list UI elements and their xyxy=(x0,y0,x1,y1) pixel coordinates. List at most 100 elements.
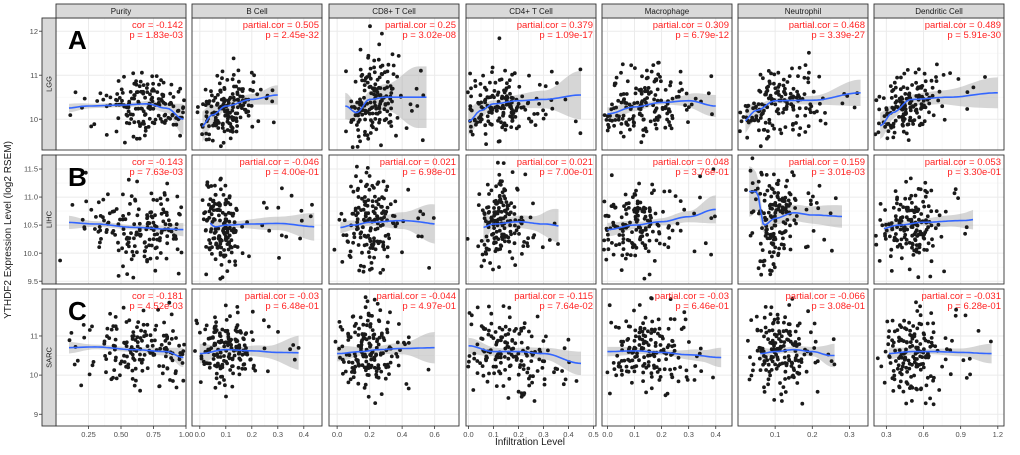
scatter-point xyxy=(114,129,119,134)
scatter-point xyxy=(788,91,793,96)
scatter-point xyxy=(153,117,158,122)
scatter-point xyxy=(507,78,512,83)
scatter-point xyxy=(555,81,559,85)
scatter-point xyxy=(638,200,643,205)
scatter-point xyxy=(808,102,813,107)
scatter-point xyxy=(912,332,917,336)
scatter-point xyxy=(630,230,634,235)
scatter-point xyxy=(526,236,530,241)
scatter-point xyxy=(181,378,186,383)
scatter-point xyxy=(762,334,766,339)
scatter-point xyxy=(616,98,621,103)
scatter-point xyxy=(487,371,491,376)
panel-letter: C xyxy=(68,296,87,326)
scatter-point xyxy=(625,238,630,242)
scatter-point xyxy=(783,315,787,320)
scatter-point xyxy=(915,309,920,313)
scatter-point xyxy=(231,56,236,61)
scatter-point xyxy=(380,211,384,216)
scatter-point xyxy=(232,226,236,231)
scatter-point xyxy=(647,238,652,243)
scatter-point xyxy=(776,191,780,195)
scatter-point xyxy=(613,118,618,122)
scatter-point xyxy=(406,335,411,340)
scatter-point xyxy=(406,386,411,391)
scatter-point xyxy=(751,362,756,367)
scatter-point xyxy=(711,167,716,172)
scatter-point xyxy=(923,79,928,84)
panel-background xyxy=(192,18,322,150)
scatter-point xyxy=(764,217,769,222)
scatter-point xyxy=(908,176,913,181)
stat-p-value: p = 3.39e-27 xyxy=(811,30,865,41)
scatter-point xyxy=(75,358,80,363)
scatter-point xyxy=(373,194,377,199)
scatter-point xyxy=(521,367,526,371)
scatter-point xyxy=(894,104,898,109)
scatter-point xyxy=(469,86,473,91)
scatter-point xyxy=(106,192,110,197)
scatter-point xyxy=(122,360,127,364)
scatter-point xyxy=(171,95,176,99)
scatter-point xyxy=(502,226,507,231)
scatter-point xyxy=(380,217,384,222)
scatter-point xyxy=(487,192,491,196)
scatter-point xyxy=(356,186,360,191)
scatter-point xyxy=(204,245,209,249)
scatter-point xyxy=(609,173,614,178)
scatter-point xyxy=(229,238,234,243)
scatter-point xyxy=(155,237,160,242)
scatter-point xyxy=(154,323,159,328)
scatter-point xyxy=(368,324,373,329)
scatter-point xyxy=(169,82,174,87)
scatter-point xyxy=(421,93,426,98)
scatter-point xyxy=(224,394,228,399)
scatter-point xyxy=(360,78,364,83)
scatter-point xyxy=(638,327,643,331)
scatter-point xyxy=(643,339,647,344)
scatter-point xyxy=(491,336,496,340)
scatter-point xyxy=(469,322,474,327)
scatter-point xyxy=(620,116,625,121)
scatter-point xyxy=(766,377,771,382)
scatter-point xyxy=(812,321,817,326)
scatter-point xyxy=(899,75,903,80)
scatter-point xyxy=(640,74,644,79)
x-tick-label: 0.0 xyxy=(195,430,205,439)
scatter-point xyxy=(786,198,791,203)
scatter-point xyxy=(374,106,379,111)
scatter-point xyxy=(901,361,906,366)
scatter-point xyxy=(768,202,773,207)
scatter-point xyxy=(936,222,941,227)
scatter-point xyxy=(758,72,763,77)
scatter-point xyxy=(356,134,361,139)
scatter-point xyxy=(622,204,626,209)
scatter-point xyxy=(508,102,512,107)
scatter-point xyxy=(366,362,371,367)
scatter-point xyxy=(498,197,503,202)
scatter-point xyxy=(377,104,381,109)
scatter-point xyxy=(513,263,518,267)
scatter-point xyxy=(656,60,661,65)
scatter-point xyxy=(338,355,342,360)
scatter-point xyxy=(496,99,501,104)
scatter-point xyxy=(223,113,228,118)
scatter-point xyxy=(776,316,780,321)
scatter-point xyxy=(646,86,651,90)
scatter-point xyxy=(786,376,791,380)
scatter-point xyxy=(121,192,125,197)
scatter-point xyxy=(604,257,609,262)
scatter-point xyxy=(505,81,509,86)
scatter-point xyxy=(887,222,891,227)
scatter-point xyxy=(908,345,912,349)
scatter-point xyxy=(117,96,122,100)
scatter-point xyxy=(806,124,811,129)
scatter-point xyxy=(678,81,683,85)
scatter-point xyxy=(374,127,379,132)
scatter-point xyxy=(116,248,121,253)
scatter-point xyxy=(271,120,276,125)
scatter-point xyxy=(619,130,623,135)
scatter-point xyxy=(373,247,378,252)
scatter-point xyxy=(130,96,134,101)
scatter-point xyxy=(818,118,823,123)
